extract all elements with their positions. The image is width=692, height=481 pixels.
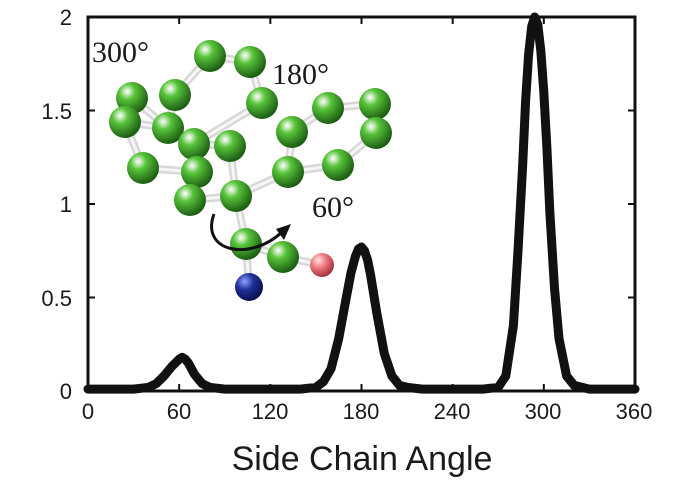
carbon-atom xyxy=(276,116,308,148)
y-tick-label: 2 xyxy=(60,5,72,30)
y-tick-label: 1 xyxy=(60,192,72,217)
carbon-atom xyxy=(360,117,392,149)
carbon-atom xyxy=(181,156,213,188)
x-tick-label: 120 xyxy=(252,399,289,424)
carbon-atom xyxy=(214,130,246,162)
carbon-atom xyxy=(267,241,299,273)
carbon-atom xyxy=(127,152,159,184)
carbon-atom xyxy=(230,228,262,260)
carbon-atom xyxy=(109,106,141,138)
distribution-curve xyxy=(83,12,640,394)
rotation-arrow xyxy=(210,213,284,252)
y-tick-label: 1.5 xyxy=(41,99,72,124)
carbon-atom xyxy=(322,149,354,181)
angle-annotation-60: 60° xyxy=(312,191,354,224)
carbon-atom xyxy=(152,112,184,144)
x-tick-label: 300 xyxy=(525,399,562,424)
x-tick-label: 360 xyxy=(616,399,653,424)
oxygen-atom xyxy=(310,253,334,277)
x-tick-label: 0 xyxy=(82,399,94,424)
y-tick-label: 0.5 xyxy=(41,286,72,311)
x-tick-label: 180 xyxy=(343,399,380,424)
axis-ticks xyxy=(87,16,636,392)
carbon-atom xyxy=(174,184,206,216)
carbon-atom xyxy=(178,128,210,160)
molecule-illustration xyxy=(109,40,392,301)
x-tick-label: 240 xyxy=(434,399,471,424)
carbon-atom xyxy=(312,92,344,124)
carbon-atom xyxy=(246,87,278,119)
carbon-atom xyxy=(194,40,226,72)
x-tick-label: 60 xyxy=(167,399,191,424)
x-axis-title: Side Chain Angle xyxy=(232,440,493,478)
carbon-atom xyxy=(272,156,304,188)
carbon-atom xyxy=(234,46,266,78)
angle-annotation-180: 180° xyxy=(272,58,329,91)
angle-annotation-300: 300° xyxy=(92,36,149,69)
carbon-atom xyxy=(359,88,391,120)
plot-area xyxy=(83,12,640,394)
nitrogen-atom xyxy=(235,273,263,301)
carbon-atom xyxy=(159,79,191,111)
carbon-atom xyxy=(116,82,148,114)
y-tick-label: 0 xyxy=(60,379,72,404)
rotation-arrow-head xyxy=(276,224,291,240)
carbon-atom xyxy=(220,180,252,212)
